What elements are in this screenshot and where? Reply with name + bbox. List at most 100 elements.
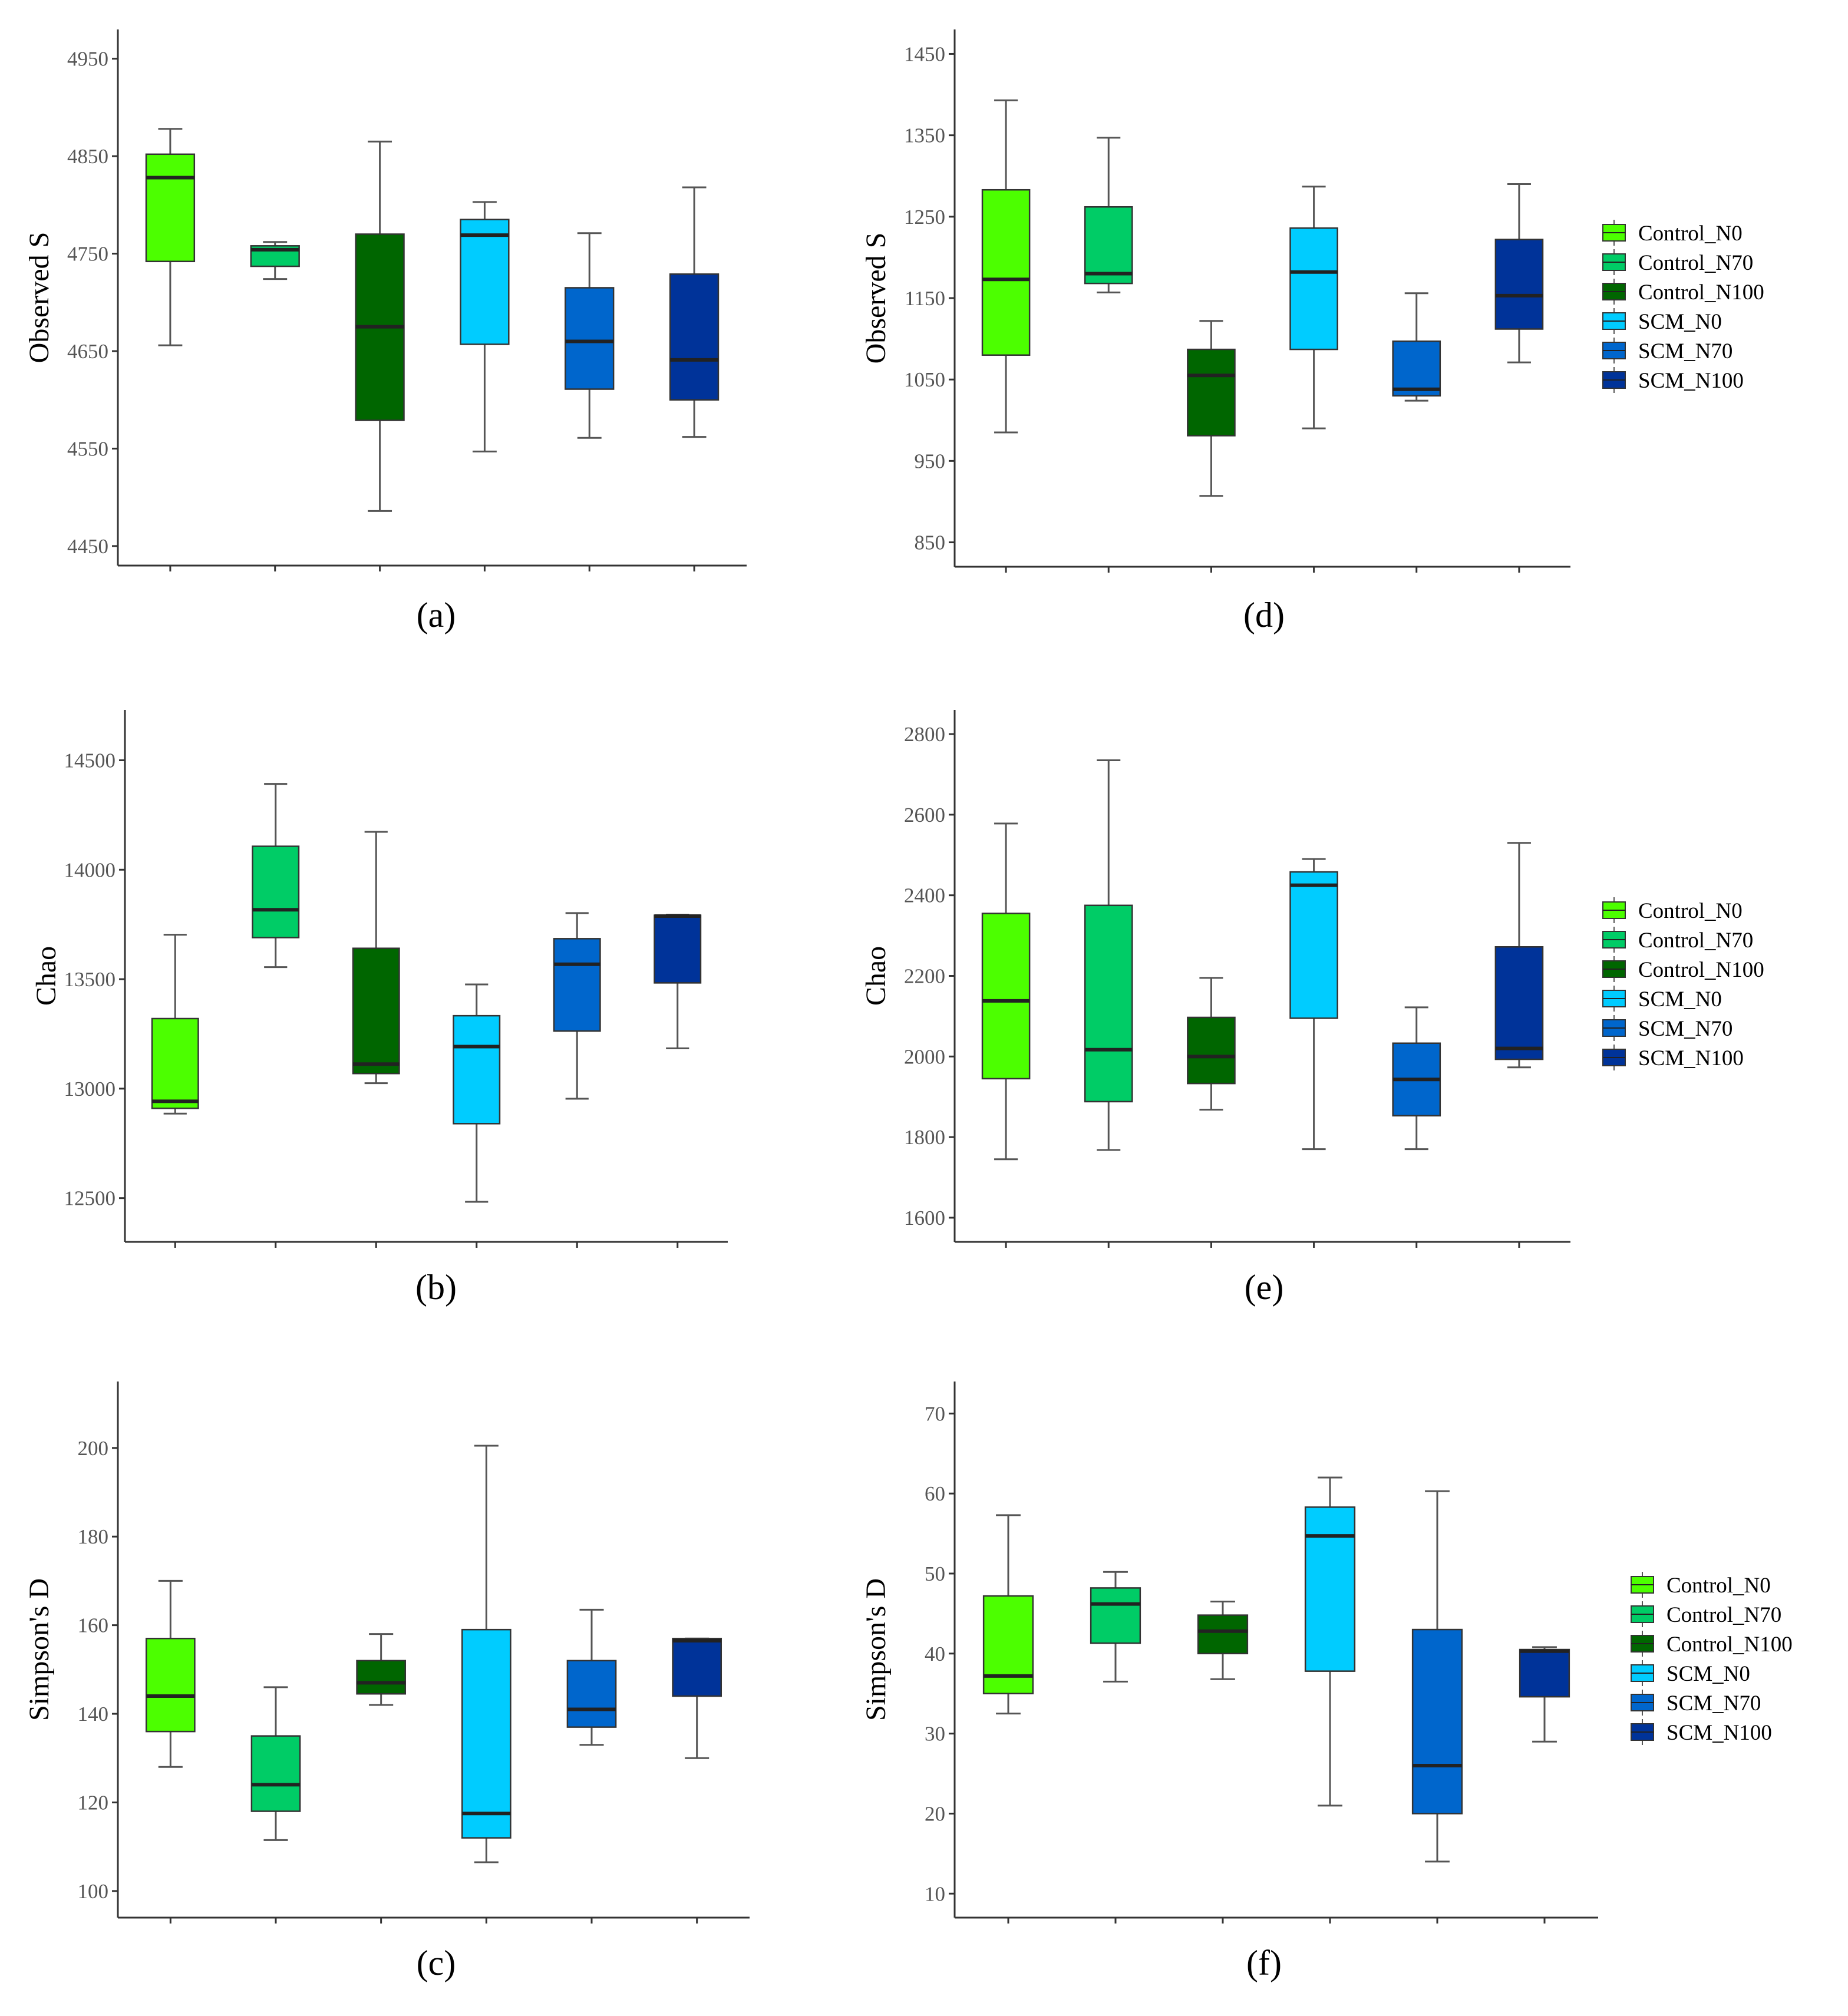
y-tick-label: 100 (78, 1880, 109, 1903)
box-body (1197, 1614, 1249, 1655)
box-Control_N70 (1084, 759, 1133, 1151)
box-body (1289, 227, 1338, 351)
box-body (1304, 1506, 1356, 1672)
y-tick-label: 1350 (904, 124, 945, 147)
box-Control_N0 (145, 1579, 196, 1768)
chart-panel-b: 12500 13000 13500 14000 14500 Chao (b) (31, 710, 728, 1307)
box-SCM_N0 (453, 983, 501, 1203)
box-body (1494, 946, 1544, 1060)
box-body (145, 1637, 196, 1733)
y-tick-label: 60 (925, 1482, 945, 1505)
y-tick-label: 20 (925, 1802, 945, 1825)
y-tick-label: 1800 (904, 1126, 945, 1149)
box-body (565, 287, 615, 390)
y-tick-label: 50 (925, 1562, 945, 1585)
box-SCM_N0 (1304, 1476, 1356, 1807)
y-tick-label: 850 (915, 531, 946, 554)
box-SCM_N100 (669, 186, 720, 438)
legend-label: SCM_N100 (1638, 369, 1744, 393)
y-tick-label: 70 (925, 1402, 945, 1425)
box-body (460, 219, 510, 345)
box-body (250, 1735, 301, 1812)
y-axis-title: Observed S (24, 232, 55, 363)
y-tick-label: 40 (925, 1642, 945, 1665)
box-SCM_N100 (1494, 842, 1544, 1069)
box-body (252, 845, 300, 938)
box-body (982, 1595, 1034, 1694)
chart-panel-d: 850 950 1050 1150 1250 1350 1450 Observed S (d) C… (860, 29, 1764, 634)
y-axis-title: Chao (860, 946, 892, 1006)
y-tick-label: 2400 (904, 884, 945, 907)
y-tick-label: 1150 (905, 287, 945, 310)
legend-label: Control_N100 (1638, 958, 1764, 982)
box-body (654, 914, 702, 984)
box-SCM_N70 (553, 912, 601, 1100)
y-tick-label: 1600 (904, 1207, 945, 1230)
box-body (566, 1660, 617, 1728)
box-Control_N100 (1197, 1601, 1249, 1680)
panel-label: (d) (1243, 596, 1285, 634)
box-Control_N0 (981, 99, 1031, 434)
box-SCM_N70 (1411, 1490, 1463, 1863)
chart-panel-c: 100 120 140 160 180 200 Simpson's D (c) (24, 1382, 750, 1982)
legend-label: Control_N100 (1638, 280, 1764, 305)
box-SCM_N100 (672, 1637, 722, 1759)
box-body (1187, 1016, 1236, 1085)
y-tick-label: 14000 (64, 858, 116, 881)
box-Control_N0 (145, 128, 196, 346)
box-Control_N70 (1090, 1571, 1141, 1683)
y-tick-label: 1250 (904, 206, 945, 229)
y-tick-label: 120 (78, 1791, 109, 1814)
box-body (981, 913, 1031, 1080)
box-body (1392, 340, 1441, 397)
box-Control_N100 (1187, 977, 1236, 1111)
box-SCM_N0 (1289, 858, 1338, 1151)
box-SCM_N100 (654, 913, 702, 1050)
legend: Control_N0 Control_N70 Control_N100 SCM_N0 S… (1631, 1572, 1793, 1745)
panel-label: (c) (417, 1944, 456, 1982)
box-Control_N100 (355, 140, 405, 512)
legend-label: Control_N0 (1638, 899, 1743, 923)
y-tick-label: 1450 (904, 42, 945, 65)
y-tick-label: 1050 (904, 368, 945, 391)
y-tick-label: 2600 (904, 804, 945, 827)
box-body (453, 1014, 501, 1125)
y-tick-label: 4950 (67, 48, 108, 71)
box-Control_N70 (250, 241, 300, 280)
y-axis-title: Chao (31, 946, 62, 1006)
box-body (151, 1017, 199, 1109)
y-tick-label: 13000 (64, 1078, 116, 1100)
box-body (672, 1637, 722, 1697)
y-axis-title: Simpson's D (24, 1578, 55, 1721)
y-axis-title: Simpson's D (860, 1578, 892, 1721)
box-SCM_N70 (1392, 292, 1441, 402)
box-SCM_N100 (1494, 183, 1544, 363)
y-tick-label: 4550 (67, 437, 108, 460)
legend-label: SCM_N0 (1666, 1662, 1750, 1686)
y-tick-label: 4750 (67, 243, 108, 266)
legend-label: Control_N70 (1638, 928, 1753, 953)
legend-label: Control_N0 (1666, 1574, 1771, 1598)
y-tick-label: 13500 (64, 968, 116, 991)
y-tick-label: 160 (78, 1614, 109, 1637)
box-body (461, 1628, 512, 1839)
y-axis-title: Observed S (860, 233, 892, 364)
chart-panel-a: 4450 4550 4650 4750 4850 4950 Observed S (a) (24, 29, 747, 634)
legend-label: Control_N0 (1638, 222, 1743, 246)
box-body (1494, 239, 1544, 330)
box-body (669, 273, 720, 401)
legend: Control_N0 Control_N70 Control_N100 SCM_N0 S… (1602, 220, 1764, 393)
box-body (356, 1660, 407, 1695)
box-body (1411, 1628, 1463, 1815)
box-Control_N0 (151, 934, 199, 1115)
y-tick-label: 180 (78, 1525, 109, 1548)
box-SCM_N70 (566, 1608, 617, 1746)
box-Control_N70 (250, 1686, 301, 1841)
legend-label: SCM_N70 (1638, 339, 1732, 363)
y-tick-label: 200 (78, 1437, 109, 1460)
box-body (1187, 348, 1236, 437)
legend-label: SCM_N100 (1666, 1721, 1772, 1745)
panel-label: (b) (415, 1268, 457, 1307)
